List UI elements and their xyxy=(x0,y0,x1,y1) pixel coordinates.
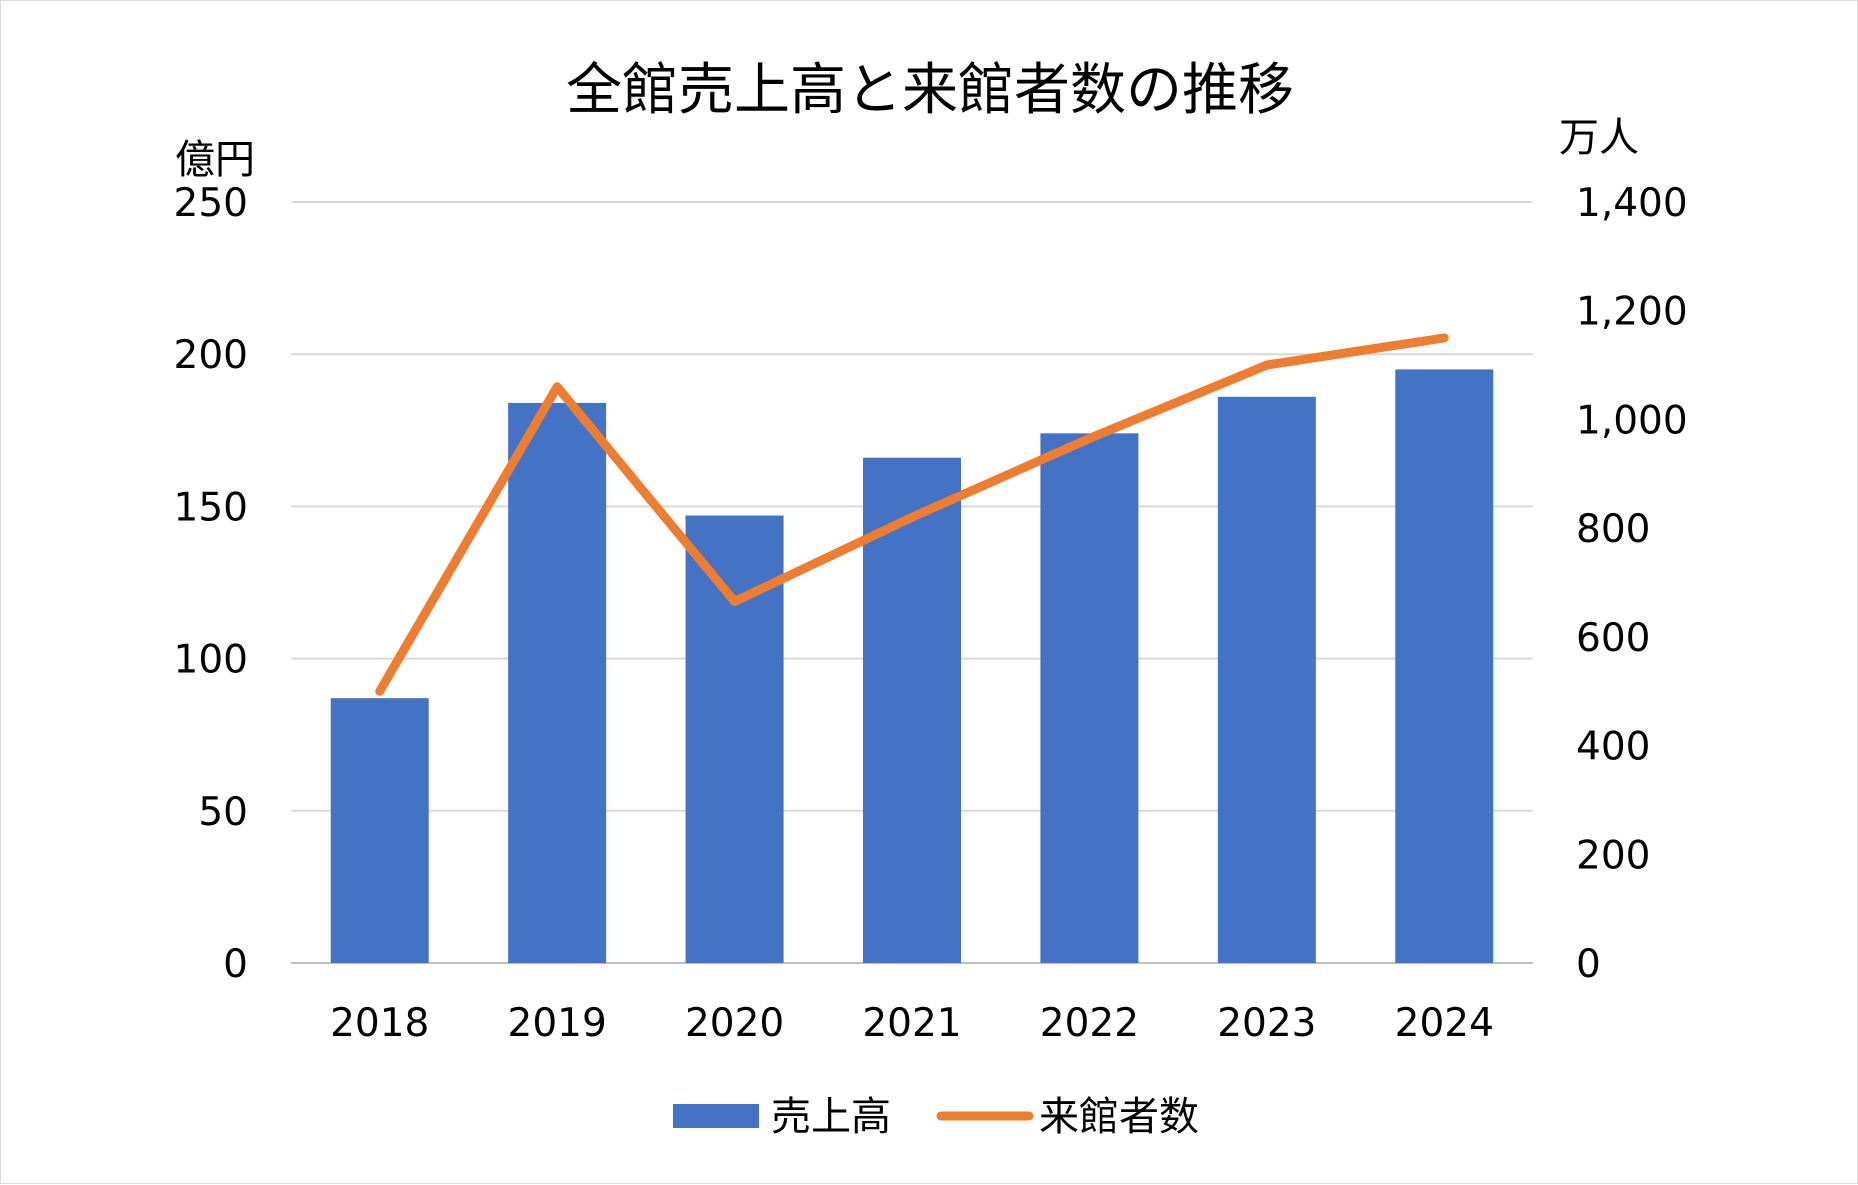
right-tick-label: 0 xyxy=(1576,942,1601,987)
x-tick-label: 2020 xyxy=(685,1001,784,1046)
bar-2023 xyxy=(1218,397,1316,963)
legend-swatch-sales xyxy=(673,1104,759,1128)
right-tick-label: 800 xyxy=(1576,507,1650,552)
right-tick-label: 400 xyxy=(1576,725,1650,770)
right-tick-label: 1,200 xyxy=(1576,290,1688,335)
right-tick-label: 200 xyxy=(1576,833,1650,878)
bar-2018 xyxy=(331,698,429,963)
x-tick-label: 2021 xyxy=(862,1001,961,1046)
left-tick-label: 250 xyxy=(174,181,248,226)
right-tick-label: 1,400 xyxy=(1576,181,1688,226)
right-axis-unit-label: 万人 xyxy=(1559,115,1639,161)
legend-label-sales: 売上高 xyxy=(771,1094,891,1140)
bar-2022 xyxy=(1040,433,1138,963)
left-tick-label: 50 xyxy=(198,790,248,835)
chart-title: 全館売上高と来館者数の推移 xyxy=(566,58,1294,123)
right-tick-label: 600 xyxy=(1576,616,1650,661)
x-tick-label: 2019 xyxy=(508,1001,607,1046)
right-tick-label: 1,000 xyxy=(1576,398,1688,443)
bar-2024 xyxy=(1395,369,1493,963)
legend: 売上高 来館者数 xyxy=(673,1094,1199,1140)
left-tick-label: 100 xyxy=(174,638,248,683)
left-tick-label: 200 xyxy=(174,333,248,378)
x-tick-label: 2024 xyxy=(1395,1001,1494,1046)
legend-label-visitors: 来館者数 xyxy=(1039,1094,1199,1140)
x-tick-label: 2023 xyxy=(1217,1001,1316,1046)
left-tick-label: 0 xyxy=(223,942,248,987)
x-tick-label: 2018 xyxy=(330,1001,429,1046)
left-axis-unit-label: 億円 xyxy=(175,137,255,183)
x-tick-label: 2022 xyxy=(1040,1001,1139,1046)
left-tick-label: 150 xyxy=(174,485,248,530)
bar-2019 xyxy=(508,403,606,963)
